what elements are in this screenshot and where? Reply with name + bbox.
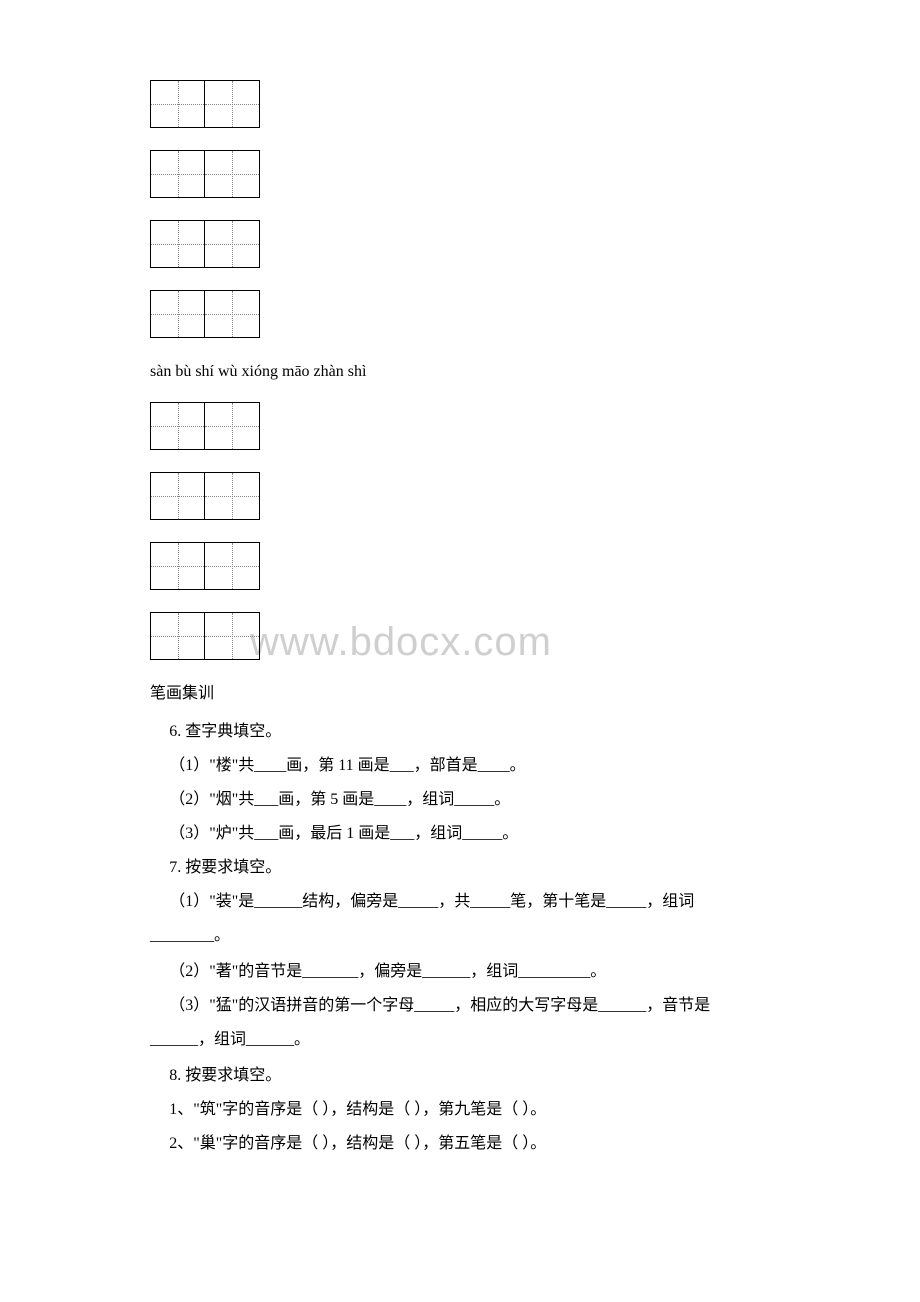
q6-item1: （1）"楼"共____画，第 11 画是___，部首是____。 — [150, 754, 780, 778]
char-cell — [205, 221, 259, 267]
char-cell — [205, 543, 259, 589]
q7-item1b: ________。 — [150, 924, 780, 948]
q6-item2: （2）"烟"共___画，第 5 画是____，组词_____。 — [150, 788, 780, 812]
q8-title: 8. 按要求填空。 — [150, 1064, 780, 1088]
char-grid-6 — [150, 472, 260, 520]
char-grid-3 — [150, 220, 260, 268]
char-cell — [205, 613, 259, 659]
char-cell — [205, 291, 259, 337]
char-cell — [151, 221, 205, 267]
char-cell — [151, 473, 205, 519]
q8-item1: 1、"筑"字的音序是（ ），结构是（ ），第九笔是（ ）。 — [150, 1098, 780, 1122]
char-grid-2 — [150, 150, 260, 198]
char-grid-5 — [150, 402, 260, 450]
char-grid-7 — [150, 542, 260, 590]
q6-title: 6. 查字典填空。 — [150, 720, 780, 744]
pinyin-text: sàn bù shí wù xióng māo zhàn shì — [150, 360, 780, 384]
q6-item3: （3）"炉"共___画，最后 1 画是___，组词_____。 — [150, 822, 780, 846]
q7-item2: （2）"著"的音节是_______，偏旁是______，组词_________。 — [150, 960, 780, 984]
char-cell — [151, 81, 205, 127]
char-grid-8 — [150, 612, 260, 660]
q8-item2: 2、"巢"字的音序是（ ），结构是（ ），第五笔是（ ）。 — [150, 1132, 780, 1156]
char-cell — [205, 81, 259, 127]
char-cell — [151, 151, 205, 197]
char-cell — [205, 403, 259, 449]
q7-item1a: （1）"装"是______结构，偏旁是_____，共_____笔，第十笔是___… — [150, 890, 780, 914]
char-cell — [205, 151, 259, 197]
char-grid-4 — [150, 290, 260, 338]
q7-item3a: （3）"猛"的汉语拼音的第一个字母_____，相应的大写字母是______，音节… — [150, 994, 780, 1018]
document-content: sàn bù shí wù xióng māo zhàn shì 笔画集训 6.… — [150, 80, 780, 1156]
section-heading: 笔画集训 — [150, 682, 780, 706]
char-cell — [151, 403, 205, 449]
char-cell — [151, 291, 205, 337]
q7-item3b: ______，组词______。 — [150, 1028, 780, 1052]
char-cell — [151, 613, 205, 659]
char-grid-1 — [150, 80, 260, 128]
char-cell — [205, 473, 259, 519]
char-cell — [151, 543, 205, 589]
q7-title: 7. 按要求填空。 — [150, 856, 780, 880]
